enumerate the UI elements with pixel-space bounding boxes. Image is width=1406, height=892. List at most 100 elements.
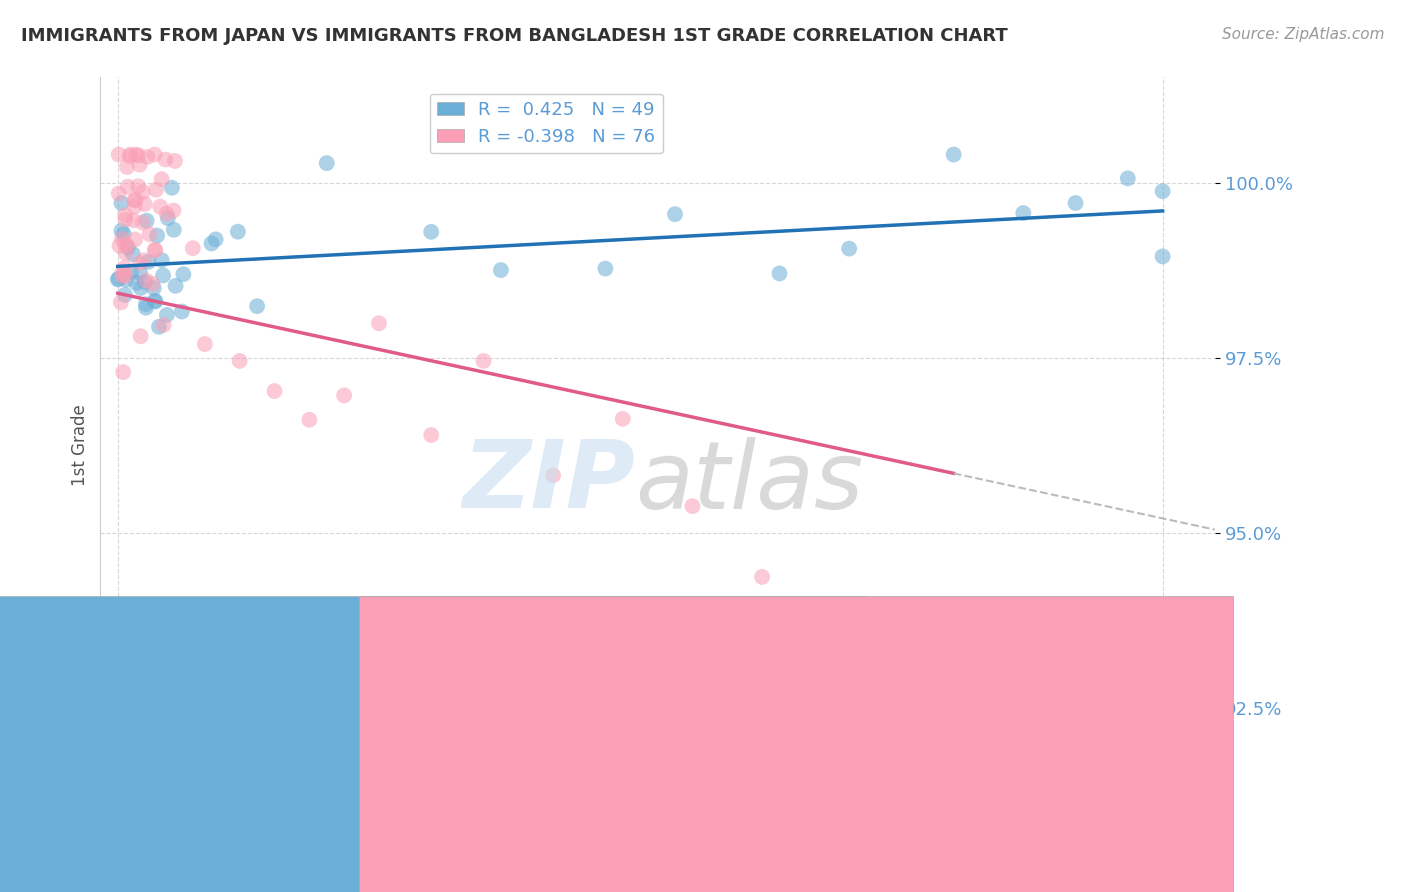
Point bbox=[135, 213, 157, 227]
Point bbox=[124, 233, 146, 247]
Point bbox=[1064, 806, 1087, 821]
Point bbox=[612, 412, 634, 426]
Point bbox=[134, 253, 156, 268]
Point bbox=[125, 276, 148, 290]
Point bbox=[135, 297, 157, 311]
Point bbox=[125, 147, 148, 161]
Point bbox=[368, 316, 391, 330]
Point bbox=[1012, 206, 1035, 220]
Point bbox=[420, 225, 443, 239]
Point bbox=[472, 354, 495, 368]
Point bbox=[131, 215, 153, 229]
Point bbox=[142, 277, 165, 291]
Point bbox=[118, 149, 141, 163]
Point bbox=[112, 365, 135, 379]
Point bbox=[129, 266, 152, 280]
Point bbox=[112, 227, 135, 241]
Point bbox=[146, 228, 169, 243]
Point bbox=[134, 197, 156, 211]
Point bbox=[114, 246, 136, 260]
Point bbox=[149, 200, 172, 214]
Point bbox=[595, 261, 617, 276]
Point bbox=[246, 299, 269, 313]
Legend: R =  0.425   N = 49, R = -0.398   N = 76: R = 0.425 N = 49, R = -0.398 N = 76 bbox=[430, 94, 662, 153]
Text: Source: ZipAtlas.com: Source: ZipAtlas.com bbox=[1222, 27, 1385, 42]
Point bbox=[135, 301, 157, 315]
Point bbox=[298, 413, 321, 427]
Point bbox=[228, 354, 250, 368]
Point bbox=[122, 213, 145, 227]
Point bbox=[333, 388, 356, 402]
Point bbox=[121, 247, 143, 261]
Point bbox=[111, 268, 134, 283]
Point bbox=[1152, 806, 1174, 821]
Point bbox=[122, 194, 145, 208]
Point bbox=[114, 260, 136, 275]
Point bbox=[1116, 171, 1139, 186]
Point bbox=[135, 273, 157, 287]
Point bbox=[114, 208, 136, 222]
Point bbox=[162, 203, 184, 218]
Point bbox=[120, 265, 142, 279]
Text: Immigrants from Bangladesh: Immigrants from Bangladesh bbox=[769, 858, 1031, 876]
Point bbox=[107, 147, 129, 161]
Point bbox=[129, 329, 152, 343]
Point bbox=[143, 293, 166, 308]
Point bbox=[114, 268, 136, 283]
Point bbox=[681, 499, 703, 513]
Point bbox=[152, 268, 174, 283]
Point bbox=[138, 227, 160, 242]
Point bbox=[138, 254, 160, 268]
Point bbox=[1152, 715, 1174, 730]
Point bbox=[145, 183, 167, 197]
Point bbox=[890, 709, 912, 723]
Point bbox=[1152, 720, 1174, 734]
Text: IMMIGRANTS FROM JAPAN VS IMMIGRANTS FROM BANGLADESH 1ST GRADE CORRELATION CHART: IMMIGRANTS FROM JAPAN VS IMMIGRANTS FROM… bbox=[21, 27, 1008, 45]
Point bbox=[420, 428, 443, 442]
Point bbox=[1152, 249, 1174, 263]
Point bbox=[117, 238, 139, 252]
Point bbox=[114, 237, 136, 252]
Point bbox=[664, 207, 686, 221]
Point bbox=[107, 186, 129, 201]
Text: atlas: atlas bbox=[636, 437, 863, 528]
Point bbox=[127, 148, 149, 162]
Point bbox=[156, 308, 179, 322]
Point bbox=[107, 271, 129, 285]
Point bbox=[150, 172, 173, 186]
Point bbox=[942, 147, 965, 161]
Point bbox=[160, 180, 183, 194]
Point bbox=[751, 570, 773, 584]
Point bbox=[136, 150, 159, 164]
Point bbox=[1152, 184, 1174, 198]
Point bbox=[125, 193, 148, 207]
Point bbox=[1152, 705, 1174, 719]
Point bbox=[132, 185, 155, 199]
Point bbox=[204, 232, 226, 246]
Point bbox=[110, 196, 132, 211]
Point bbox=[111, 231, 134, 245]
Point bbox=[115, 273, 138, 287]
Point bbox=[1064, 196, 1087, 211]
Point bbox=[117, 179, 139, 194]
Point bbox=[1152, 696, 1174, 710]
Point bbox=[107, 272, 129, 286]
Point bbox=[111, 266, 134, 280]
Point bbox=[156, 211, 179, 226]
Point bbox=[124, 199, 146, 213]
Point bbox=[150, 253, 173, 268]
Point bbox=[134, 275, 156, 289]
Point bbox=[163, 153, 186, 168]
Point bbox=[181, 241, 204, 255]
Point bbox=[960, 648, 983, 662]
Point bbox=[143, 244, 166, 258]
Point bbox=[152, 318, 174, 332]
Point bbox=[129, 256, 152, 270]
Point bbox=[172, 267, 194, 281]
Point bbox=[1152, 711, 1174, 725]
Point bbox=[142, 281, 165, 295]
Point bbox=[145, 294, 167, 309]
Point bbox=[155, 153, 177, 167]
Point bbox=[114, 288, 136, 302]
Point bbox=[120, 147, 142, 161]
